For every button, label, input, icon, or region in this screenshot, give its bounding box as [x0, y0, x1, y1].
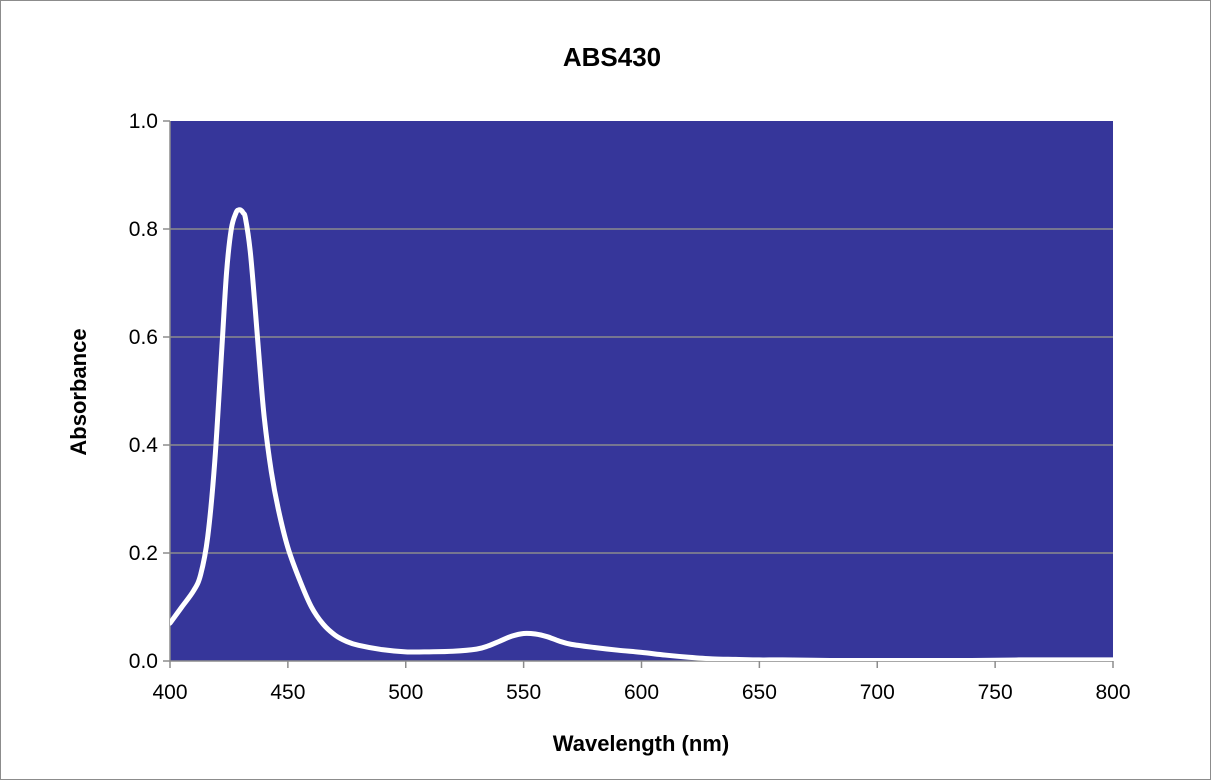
x-tick-label: 550 [506, 681, 541, 704]
x-axis-title: Wavelength (nm) [553, 731, 729, 756]
y-tick-label: 0.8 [129, 218, 158, 241]
x-tick-label: 750 [978, 681, 1013, 704]
plot-background [170, 121, 1113, 661]
x-tick-label: 800 [1095, 681, 1130, 704]
y-axis-title: Absorbance [66, 328, 91, 455]
x-tick-label: 650 [742, 681, 777, 704]
plot-area: 0.0 0.2 0.4 0.6 0.8 1.0 400 450 500 550 600 650 700 7… [129, 110, 1131, 704]
y-tick-label: 0.6 [129, 326, 158, 349]
y-tick-label: 1.0 [129, 110, 158, 133]
x-tick-label: 600 [624, 681, 659, 704]
x-tick-label: 700 [860, 681, 895, 704]
x-tick-label: 450 [270, 681, 305, 704]
x-tick-label: 400 [152, 681, 187, 704]
y-tick-label: 0.4 [129, 434, 159, 457]
chart-title: ABS430 [563, 42, 661, 72]
y-tick-label: 0.0 [129, 650, 158, 673]
y-tick-label: 0.2 [129, 542, 158, 565]
x-tick-label: 500 [388, 681, 423, 704]
series-line [170, 207, 1113, 661]
